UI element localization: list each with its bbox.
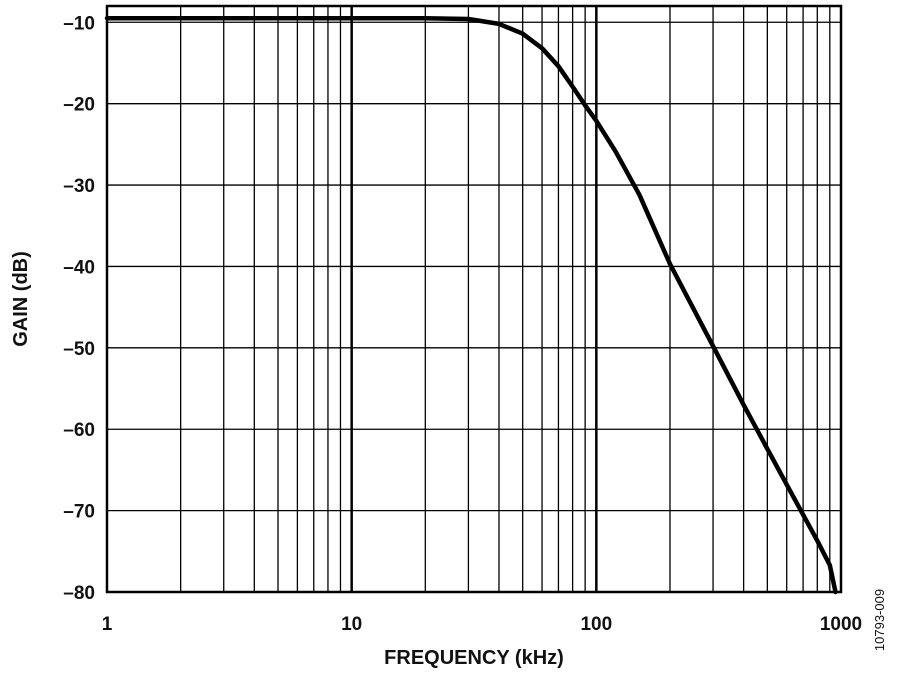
plot-frame (105, 4, 843, 594)
x-axis-title: FREQUENCY (kHz) (384, 647, 564, 669)
y-tick-label: –50 (63, 339, 95, 360)
minor-grid (107, 6, 841, 593)
y-tick-label: –70 (63, 502, 95, 523)
x-tick-labels: 1 10 100 1000 (102, 614, 862, 635)
y-tick-label: –40 (63, 257, 95, 278)
major-grid (350, 6, 598, 592)
y-tick-labels: –10 –20 –30 –40 –50 –60 –70 –80 (63, 13, 95, 604)
x-tick-label: 1 (102, 614, 113, 635)
y-tick-label: –80 (63, 583, 95, 604)
x-tick-label: 10 (341, 614, 362, 635)
y-tick-label: –60 (63, 420, 95, 441)
y-tick-label: –30 (63, 176, 95, 197)
y-axis-title: GAIN (dB) (10, 251, 32, 347)
x-tick-label: 100 (580, 614, 612, 635)
x-tick-label: 1000 (820, 614, 862, 635)
figure-id: 10793-009 (872, 589, 887, 651)
gain-curve (104, 15, 838, 595)
y-tick-label: –10 (63, 13, 95, 34)
y-tick-label: –20 (63, 95, 95, 116)
